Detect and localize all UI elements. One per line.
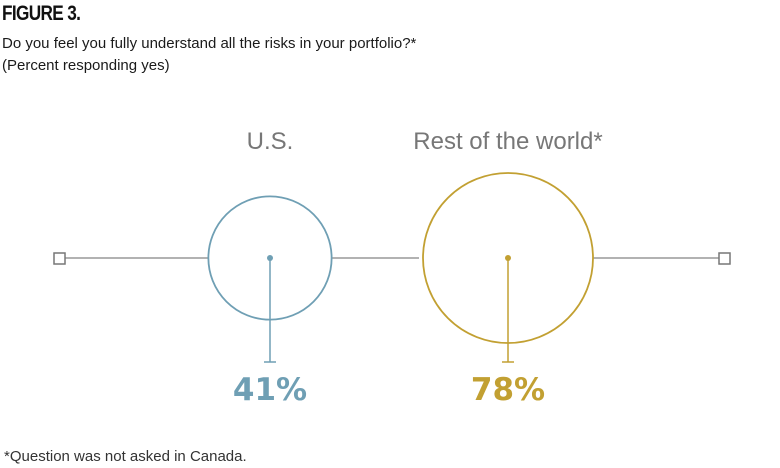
- category-label-us: U.S.: [247, 128, 294, 155]
- chart-subtitle: (Percent responding yes): [2, 57, 170, 74]
- value-label-rest-of-world: 78%: [471, 372, 545, 408]
- footnote: *Question was not asked in Canada.: [4, 448, 247, 465]
- baseline-right-end-marker: [718, 252, 731, 265]
- chart-question: Do you feel you fully understand all the…: [2, 35, 417, 52]
- baseline-left-end-marker: [53, 252, 66, 265]
- value-label-us: 41%: [233, 372, 307, 408]
- category-label-rest-of-world: Rest of the world*: [413, 128, 602, 155]
- figure-label: FIGURE 3.: [2, 2, 81, 25]
